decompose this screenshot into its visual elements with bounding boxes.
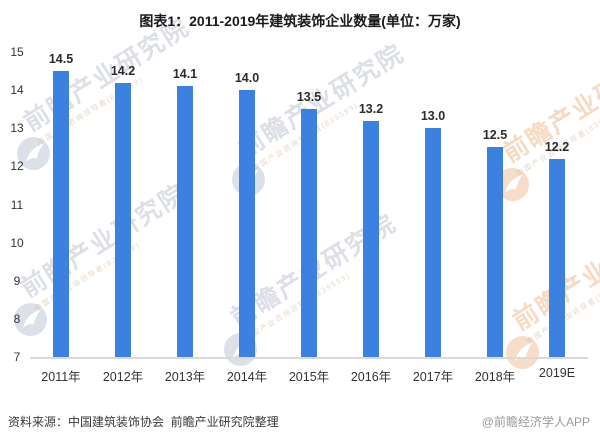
x-axis: 2011年 2012年 2013年 2014年 2015年 2016年 2017年 2018年… — [30, 366, 588, 385]
bar-value-label: 12.2 — [544, 139, 570, 154]
y-axis-tick-label: 12 — [10, 159, 24, 174]
x-axis-tick-label: 2019E — [538, 366, 576, 380]
bar — [177, 86, 193, 357]
bar — [487, 147, 503, 357]
y-axis-tick-label: 14 — [10, 83, 24, 98]
source-note: 资料来源：中国建筑装饰协会 前瞻产业研究院整理 — [8, 415, 279, 429]
x-axis-tick-label: 2016年 — [350, 370, 392, 384]
y-axis-tick-label: 13 — [10, 121, 24, 136]
bar-value-label: 13.2 — [358, 101, 384, 116]
bar — [549, 158, 565, 357]
x-axis-tick-label: 2018年 — [474, 370, 516, 384]
y-axis-tick-label: 10 — [10, 235, 24, 250]
bar-value-label: 13.0 — [420, 109, 446, 124]
x-axis-tick-label: 2015年 — [288, 370, 330, 384]
bar-value-label: 12.5 — [482, 128, 508, 143]
bar-value-label: 13.5 — [296, 90, 322, 105]
bar-slot: 14.0 — [216, 52, 278, 357]
bar — [363, 120, 379, 357]
y-axis-tick-label: 7 — [13, 350, 21, 364]
bar-slot: 12.2 — [526, 52, 588, 357]
y-axis: 15 14 13 12 11 10 9 8 7 — [4, 45, 30, 364]
bar — [53, 71, 69, 357]
y-axis-tick-label: 9 — [13, 273, 21, 288]
x-axis-tick-label: 2012年 — [102, 370, 144, 384]
chart-title: 图表1：2011-2019年建筑装饰企业数量(单位：万家) — [139, 13, 461, 29]
plot-area: 14.5 14.2 14.1 14.0 13.5 13.2 13.0 12.5 12.2 — [30, 52, 588, 359]
y-axis-tick-label: 11 — [10, 197, 24, 212]
bar-slot: 13.5 — [278, 52, 340, 357]
bar-value-label: 14.5 — [48, 52, 74, 67]
bar-series: 14.5 14.2 14.1 14.0 13.5 13.2 13.0 12.5 12.2 — [30, 52, 588, 357]
y-axis-tick-label: 8 — [13, 311, 21, 326]
bar-slot: 12.5 — [464, 52, 526, 357]
bar — [301, 109, 317, 357]
bar-slot: 14.2 — [92, 52, 154, 357]
x-axis-tick-label: 2014年 — [226, 370, 268, 384]
brand-note: @前瞻经济学人APP — [481, 415, 590, 429]
bar-value-label: 14.2 — [110, 63, 136, 78]
bar — [115, 82, 131, 357]
bar-slot: 13.2 — [340, 52, 402, 357]
bar-value-label: 14.0 — [234, 71, 260, 86]
bar-slot: 13.0 — [402, 52, 464, 357]
x-axis-tick-label: 2011年 — [41, 370, 81, 384]
y-axis-tick-label: 15 — [10, 45, 24, 59]
x-axis-tick-label: 2013年 — [164, 370, 206, 384]
bar-slot: 14.1 — [154, 52, 216, 357]
x-axis-tick-label: 2017年 — [412, 370, 454, 384]
bar — [425, 128, 441, 357]
bar-slot: 14.5 — [30, 52, 92, 357]
bar — [239, 90, 255, 357]
bar-value-label: 14.1 — [172, 67, 198, 82]
